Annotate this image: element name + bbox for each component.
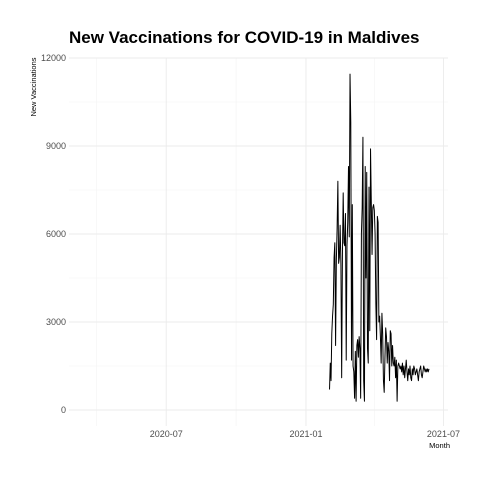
x-tick-label: 2021-01 (289, 429, 322, 439)
y-tick-label: 6000 (46, 229, 66, 239)
x-axis: 2020-07 2021-01 2021-07 (150, 429, 460, 439)
chart-title: New Vaccinations for COVID-19 in Maldive… (69, 28, 420, 47)
y-axis: 0 3000 6000 9000 12000 (41, 53, 66, 415)
y-tick-label: 12000 (41, 53, 66, 63)
x-tick-label: 2021-07 (427, 429, 460, 439)
y-tick-label: 0 (61, 405, 66, 415)
y-axis-title: New Vaccinations (29, 57, 38, 116)
y-tick-label: 3000 (46, 317, 66, 327)
x-axis-title: Month (429, 441, 450, 450)
series-line (329, 73, 430, 402)
grid (69, 57, 448, 426)
x-tick-label: 2020-07 (150, 429, 183, 439)
y-tick-label: 9000 (46, 141, 66, 151)
